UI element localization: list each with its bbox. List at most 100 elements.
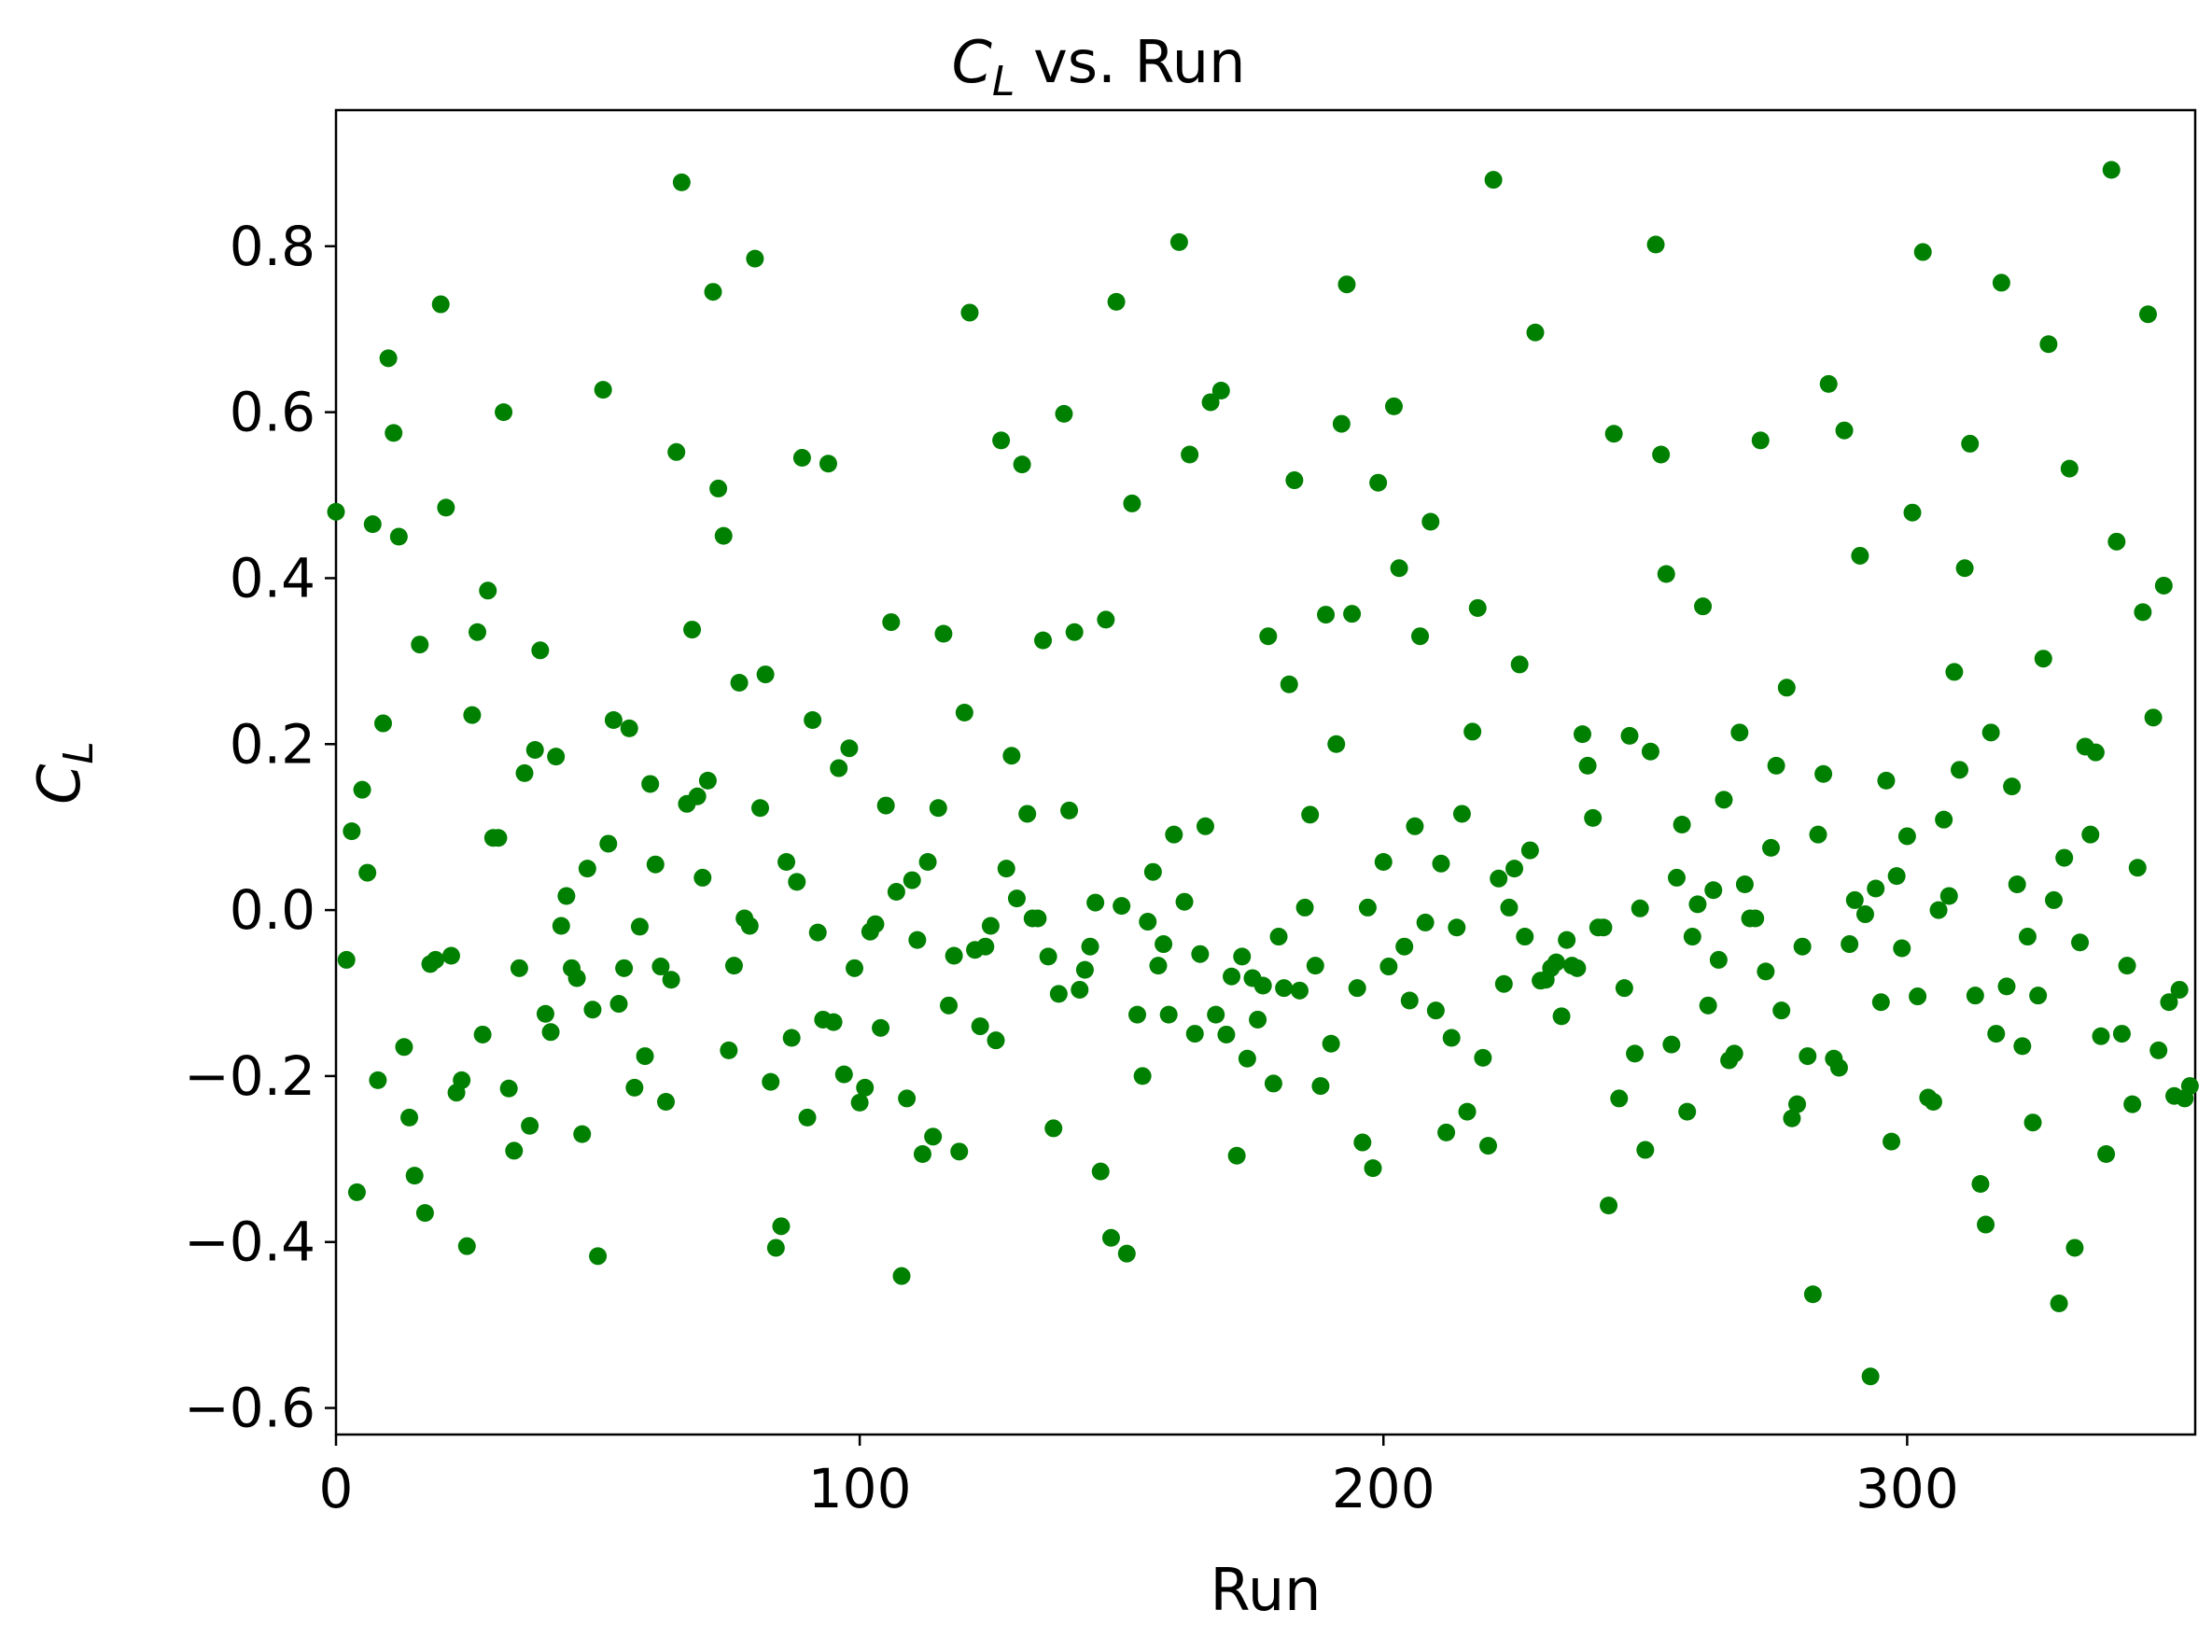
point	[1280, 675, 1298, 693]
point	[594, 381, 612, 399]
point	[1929, 901, 1948, 919]
point	[1484, 171, 1503, 189]
point	[1526, 323, 1545, 342]
point	[1678, 1102, 1697, 1121]
point	[1950, 761, 1968, 779]
point	[521, 1116, 539, 1135]
point	[1327, 735, 1346, 753]
point	[819, 455, 837, 473]
y-tick-label: −0.4	[184, 1211, 315, 1274]
point	[1835, 421, 1854, 440]
point	[1196, 817, 1214, 835]
point	[1955, 559, 1974, 578]
point	[1909, 987, 1927, 1006]
point	[1123, 494, 1141, 512]
point	[2123, 1095, 2142, 1113]
point	[2034, 650, 2052, 668]
point	[1002, 747, 1021, 765]
point	[1181, 445, 1199, 464]
point	[2160, 993, 2178, 1012]
x-tick-label: 300	[1855, 1457, 1959, 1520]
point	[1987, 1025, 2006, 1043]
point	[1897, 827, 1916, 846]
point	[1673, 816, 1691, 834]
point	[1578, 756, 1597, 775]
point	[955, 703, 973, 721]
point	[1390, 559, 1408, 578]
point	[1772, 1001, 1791, 1020]
point	[651, 958, 670, 976]
point	[788, 873, 806, 891]
point	[1641, 742, 1659, 761]
chart-title: CL vs. Run	[952, 28, 1246, 105]
point	[1505, 860, 1524, 878]
point	[1358, 898, 1377, 917]
point	[2092, 1027, 2110, 1045]
point	[1097, 610, 1115, 629]
point	[1369, 473, 1388, 492]
point	[1803, 1285, 1822, 1304]
point	[369, 1071, 387, 1089]
point	[1091, 1162, 1110, 1181]
point	[1814, 764, 1833, 783]
point	[2128, 859, 2147, 877]
point	[479, 581, 497, 600]
point	[1113, 897, 1131, 916]
point	[2149, 1041, 2168, 1059]
point	[1841, 935, 1859, 954]
point	[1259, 627, 1278, 646]
x-tick-label: 100	[808, 1457, 912, 1520]
point	[1463, 722, 1482, 741]
point	[1725, 1044, 1743, 1063]
point	[1626, 1044, 1645, 1063]
point	[934, 624, 953, 643]
point	[892, 1267, 911, 1285]
point	[1751, 431, 1770, 450]
point	[473, 1025, 492, 1043]
point	[714, 526, 733, 545]
point	[437, 498, 455, 517]
point	[1799, 1047, 1817, 1066]
point	[1055, 404, 1073, 423]
point	[1128, 1005, 1147, 1024]
point	[1652, 445, 1671, 464]
point	[347, 1183, 366, 1201]
point	[1610, 1089, 1629, 1108]
point	[1071, 980, 1089, 999]
point	[1353, 1133, 1372, 1152]
point	[876, 796, 895, 815]
point	[1311, 1077, 1330, 1096]
point	[431, 295, 450, 314]
point	[2102, 161, 2121, 179]
point	[740, 917, 759, 935]
y-axis-label: CL	[25, 741, 103, 805]
point	[856, 1078, 875, 1097]
point	[1379, 958, 1398, 976]
point	[2107, 532, 2126, 551]
point	[2134, 603, 2152, 622]
point	[1646, 235, 1665, 254]
point	[1416, 913, 1435, 931]
point	[620, 719, 638, 737]
point	[427, 950, 445, 969]
point	[1877, 771, 1896, 790]
point	[1887, 867, 1906, 886]
point	[1809, 825, 1827, 844]
point	[1757, 962, 1775, 981]
point	[337, 950, 356, 969]
point	[898, 1089, 917, 1108]
point	[1657, 565, 1675, 583]
point	[557, 887, 576, 905]
point	[1883, 1132, 1901, 1151]
point	[1426, 1001, 1445, 1020]
point	[724, 957, 743, 975]
point	[363, 515, 382, 534]
point	[1185, 1025, 1204, 1043]
point	[1400, 991, 1419, 1010]
point	[1295, 898, 1314, 917]
point	[573, 1125, 592, 1143]
point	[1332, 414, 1351, 433]
point	[1829, 1058, 1848, 1077]
point	[960, 303, 979, 322]
